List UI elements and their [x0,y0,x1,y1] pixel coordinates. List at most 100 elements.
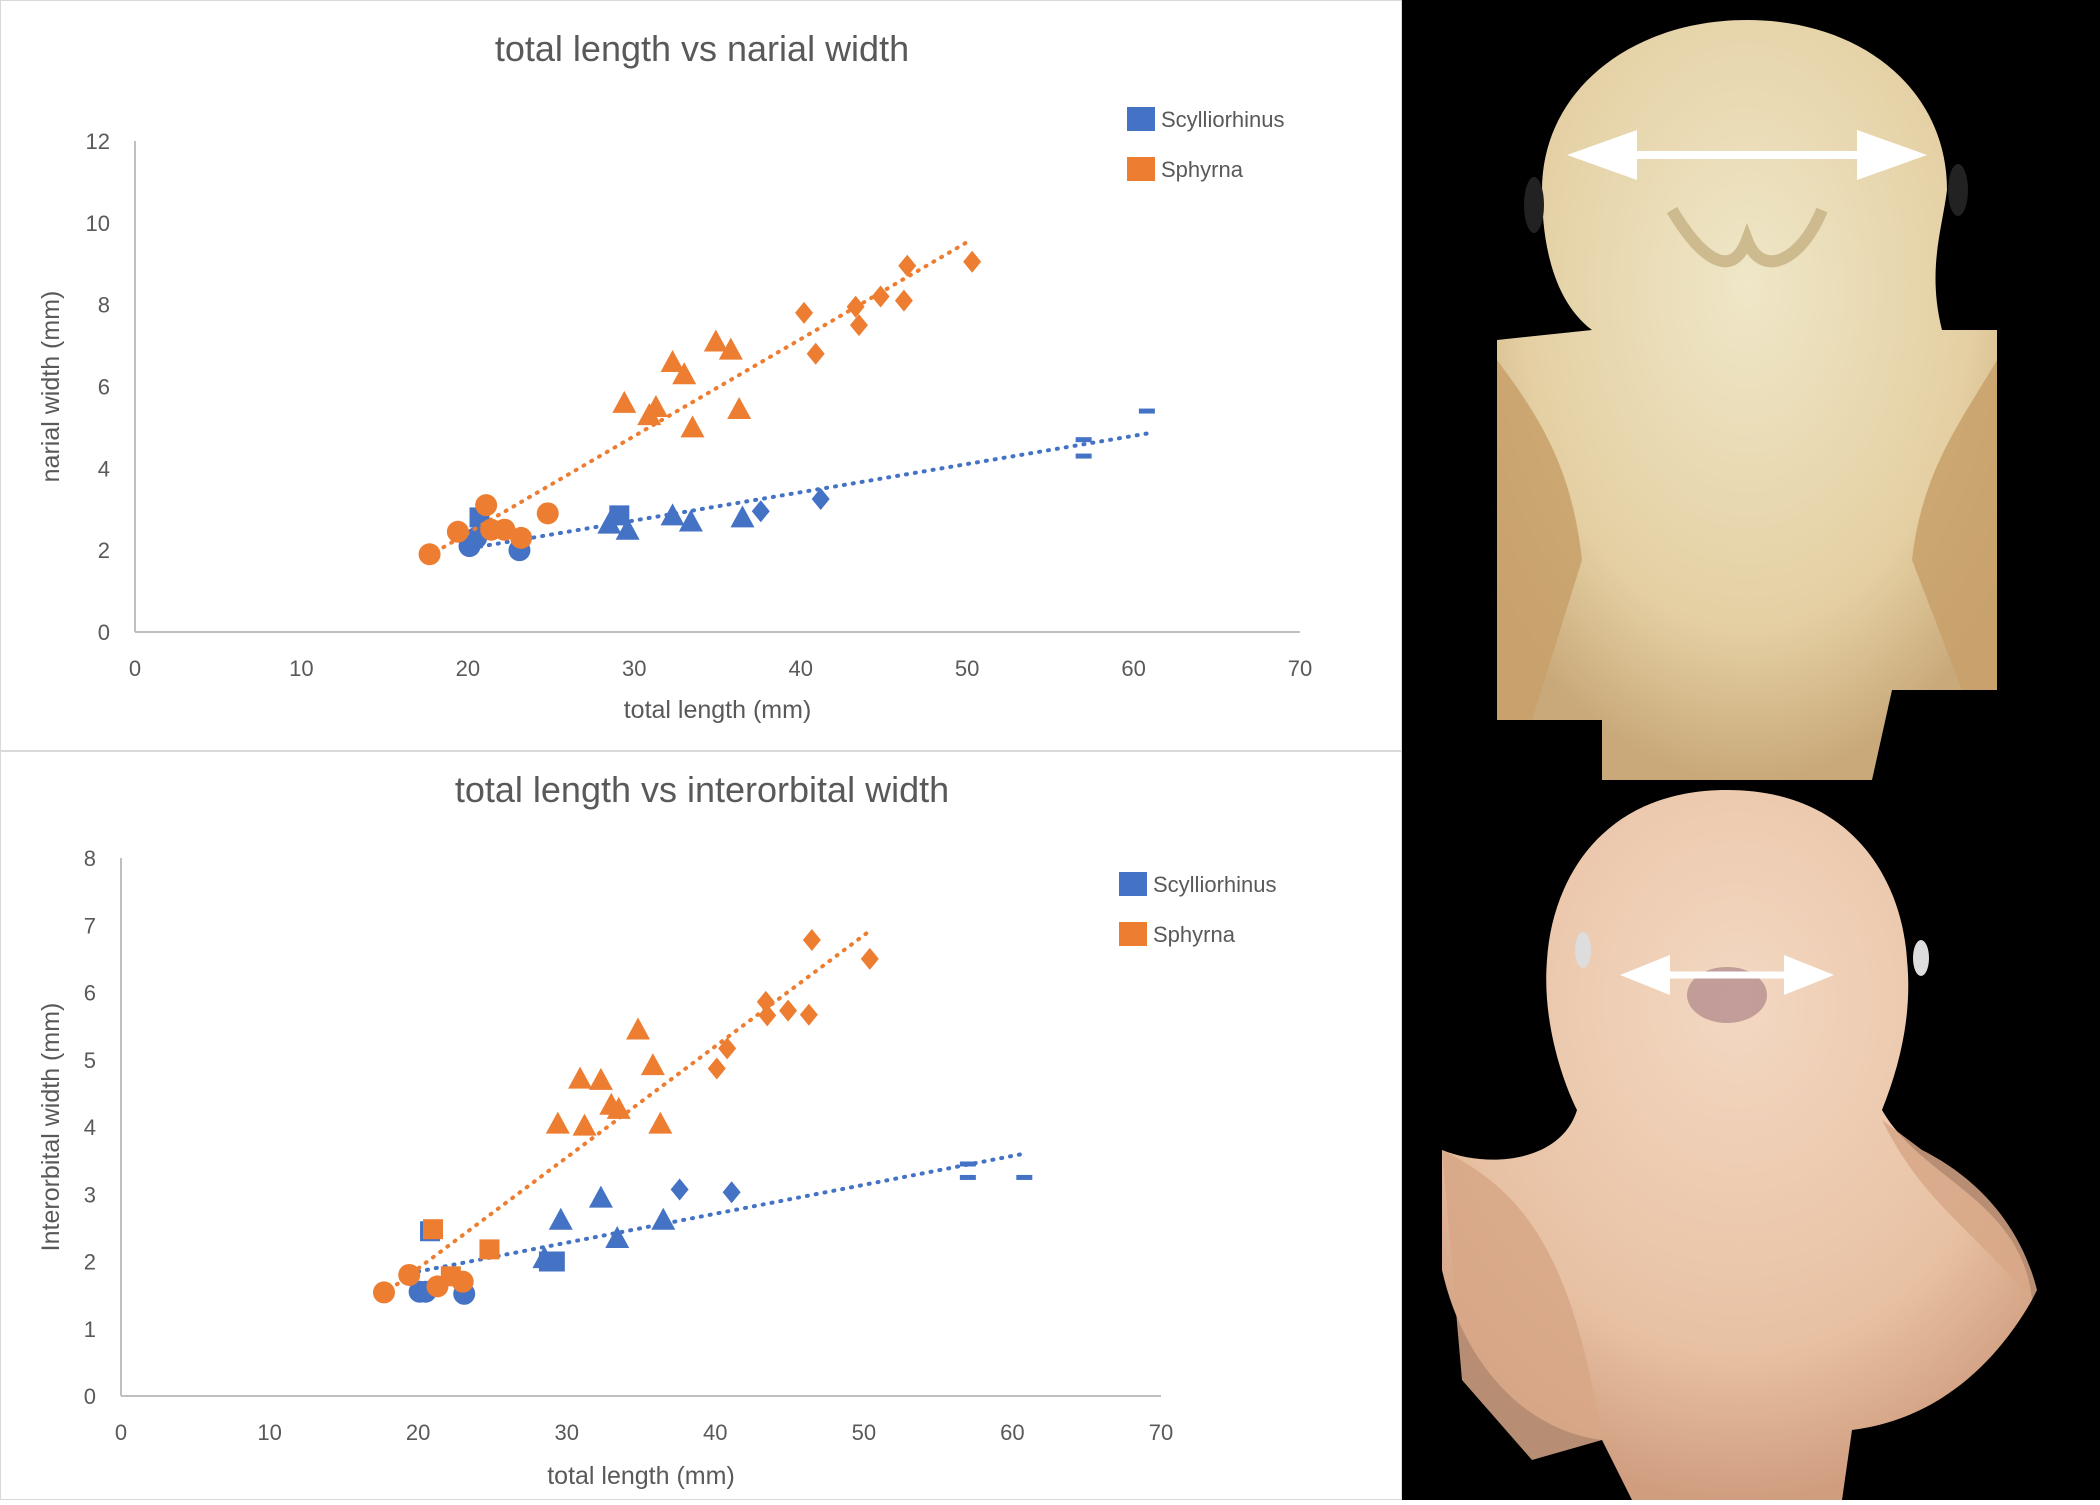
data-point [1138,408,1155,414]
legend-swatch [1127,157,1155,181]
x-axis-label: total length (mm) [624,696,812,724]
x-tick-label: 10 [289,656,313,681]
data-point [849,314,868,337]
legend-label: Scylliorhinus [1153,872,1277,897]
data-point [758,1004,777,1027]
data-point [806,342,825,365]
legend-swatch [1119,922,1147,946]
chart-title: total length vs narial width [495,28,909,69]
y-tick-label: 5 [84,1048,96,1073]
narial-width-plot: total length vs narial width 0 2 4 6 8 10 12 0 10… [37,28,1312,724]
y-tick-label: 8 [84,846,96,871]
data-point [398,1263,421,1286]
y-axis-label: Interorbital width (mm) [37,1003,65,1252]
trendline [416,1151,1025,1274]
data-point [963,250,982,273]
data-point [440,1266,461,1287]
data-point [648,1111,673,1134]
data-point [1075,437,1092,443]
x-tick-label: 50 [955,656,979,681]
data-point [588,1067,613,1090]
y-tick-label: 2 [98,538,110,563]
y-tick-label: 7 [84,913,96,938]
narial-width-arrow [1567,130,1927,180]
data-point [568,1066,593,1089]
data-point [612,390,637,413]
data-point [372,1281,395,1304]
data-point [894,289,913,312]
legend-swatch [1119,872,1147,896]
interorbital-width-chart: total length vs interorbital width 0 1 2 3 4 5… [0,751,1402,1500]
data-point [722,1181,741,1204]
data-point [545,1111,570,1134]
data-point [707,1057,726,1080]
x-tick-label: 40 [788,656,812,681]
data-point [898,254,917,277]
data-point [660,349,685,372]
data-point [479,1239,500,1260]
data-point [811,488,830,511]
x-tick-label: 30 [622,656,646,681]
data-point [609,505,630,526]
data-point [1016,1174,1033,1180]
legend-label: Scylliorhinus [1161,107,1285,132]
data-point [799,1003,818,1026]
legend-label: Sphyrna [1161,157,1244,182]
x-axis-label: total length (mm) [547,1462,735,1490]
data-point [606,1096,631,1119]
data-point [718,1037,737,1060]
data-point [640,1053,665,1076]
x-tick-label: 20 [456,656,480,681]
data-point [846,295,865,318]
data-point [718,337,743,360]
y-tick-label: 6 [98,375,110,400]
y-tick-label: 4 [84,1115,96,1140]
x-tick-label: 20 [406,1420,430,1445]
y-tick-label: 8 [98,293,110,318]
data-point [572,1113,597,1136]
data-point [678,509,703,532]
data-point [475,494,498,517]
data-point [1075,453,1092,459]
data-point [959,1174,976,1180]
data-point [605,1225,630,1248]
x-tick-label: 60 [1121,656,1145,681]
legend-swatch [1127,107,1155,131]
data-point [446,520,469,543]
data-point [660,503,685,526]
scylliorhinus-specimen-photo [1497,20,1997,780]
x-tick-label: 60 [1000,1420,1024,1445]
y-tick-label: 1 [84,1317,96,1342]
data-point [548,1207,573,1230]
x-tick-label: 70 [1288,656,1312,681]
y-tick-label: 4 [98,456,110,481]
data-point [795,301,814,324]
y-tick-label: 10 [86,211,110,236]
data-point [680,415,705,438]
interorbital-width-arrow [1620,955,1834,995]
data-point [860,947,879,970]
sphyrna-specimen-photo [1442,790,2037,1500]
data-point [871,285,890,308]
data-point [423,1219,443,1240]
data-point [802,929,821,952]
x-tick-label: 30 [554,1420,578,1445]
data-point [510,526,533,549]
trendline [469,431,1149,551]
data-point [536,502,559,525]
x-tick-label: 0 [115,1420,127,1445]
interorbital-width-plot: total length vs interorbital width 0 1 2 3 4 5… [37,769,1277,1490]
legend-label: Sphyrna [1153,922,1236,947]
y-tick-label: 12 [86,129,110,154]
data-point [751,500,770,523]
narial-width-chart: total length vs narial width 0 2 4 6 8 10 12 0 10… [0,0,1402,751]
y-axis-label: narial width (mm) [37,291,65,483]
data-point [588,1185,613,1208]
data-point [651,1207,676,1230]
y-tick-label: 2 [84,1250,96,1275]
y-tick-label: 6 [84,981,96,1006]
data-point [532,1246,557,1269]
data-point [643,394,668,417]
chart-title: total length vs interorbital width [455,769,949,810]
data-point [670,1178,689,1201]
